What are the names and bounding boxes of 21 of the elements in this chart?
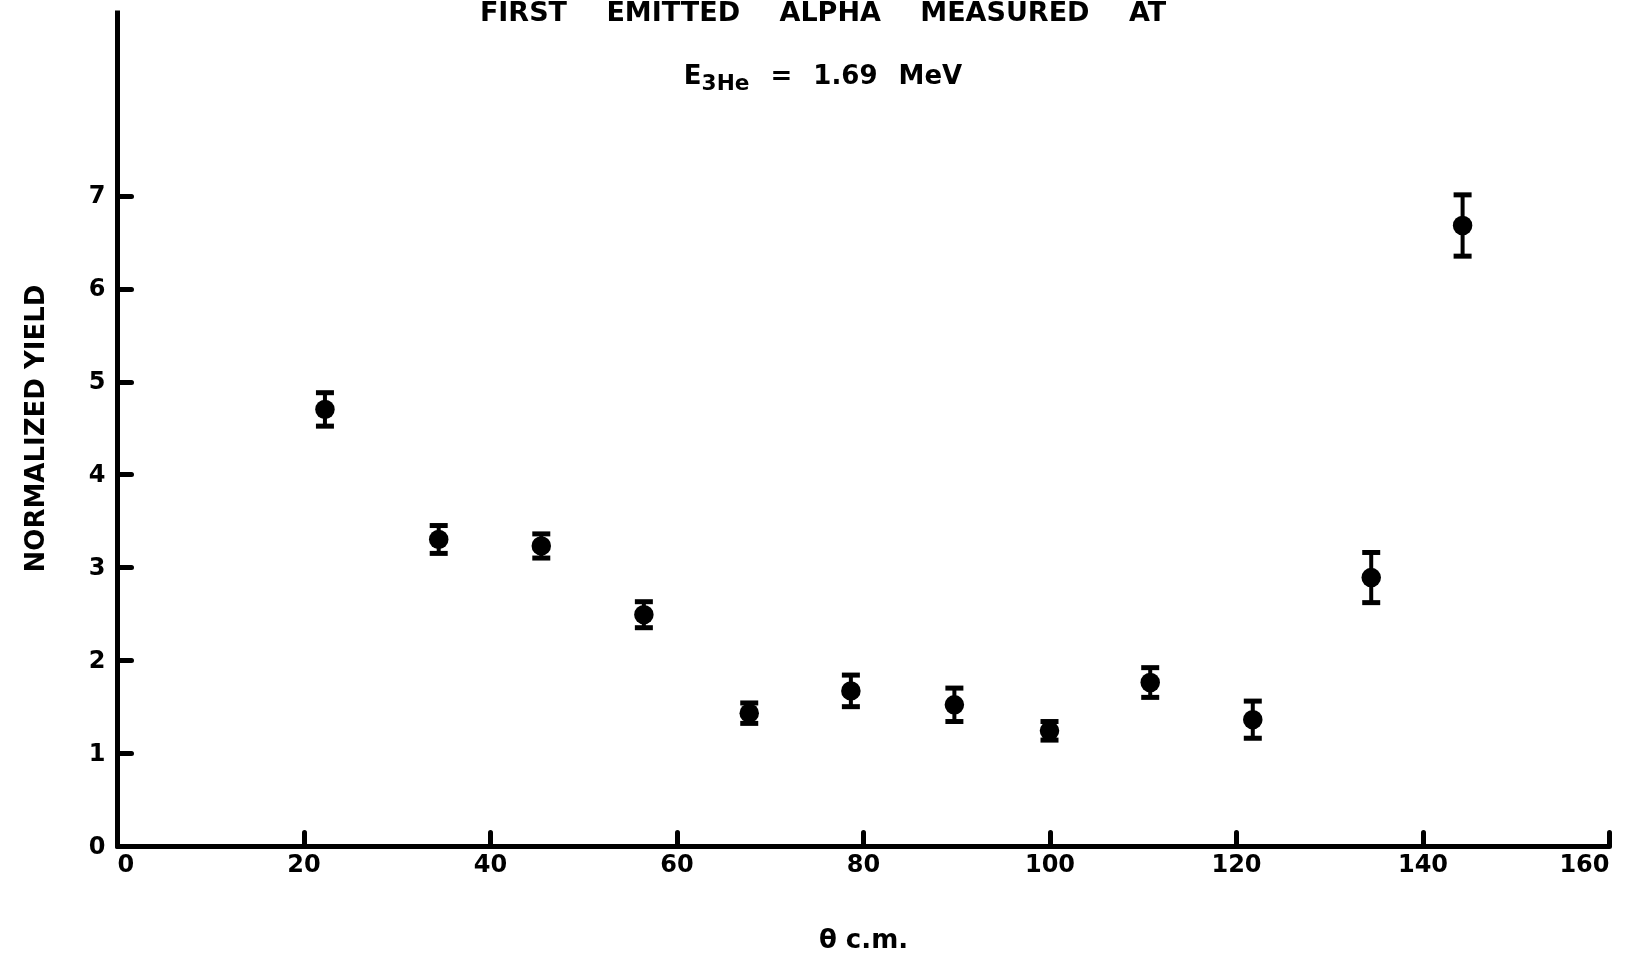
y-tick-label: 1 — [88, 738, 106, 767]
chart-title: FIRST EMITTED ALPHA MEASURED AT — [478, 0, 1168, 27]
text: E$_{3He}$ = 1.69 MeV — [682, 60, 964, 96]
y-tick-label: 7 — [88, 181, 106, 210]
y-tick-label: 3 — [88, 552, 106, 581]
y-tick-label: 6 — [88, 274, 106, 303]
x-tick-label: 100 — [1024, 849, 1076, 878]
x-tick-label: 80 — [846, 849, 881, 878]
x-tick-label: 20 — [287, 849, 321, 878]
x-tick-label: 60 — [660, 849, 694, 878]
y-axis-title: NORMALIZED YIELD — [19, 284, 50, 573]
y-tick-label: 2 — [88, 645, 106, 674]
y-tick-label: 5 — [88, 367, 106, 396]
y-tick-label: 0 — [88, 831, 106, 860]
y-tick-label: 4 — [88, 459, 106, 488]
x-tick-label: 0 — [117, 849, 135, 878]
x-axis-title: θ c.m. — [818, 923, 909, 954]
x-tick-label: 120 — [1211, 849, 1262, 878]
x-tick-label: 140 — [1397, 849, 1449, 878]
x-tick-label: 40 — [473, 849, 508, 878]
x-tick-label: 160 — [1559, 849, 1610, 878]
